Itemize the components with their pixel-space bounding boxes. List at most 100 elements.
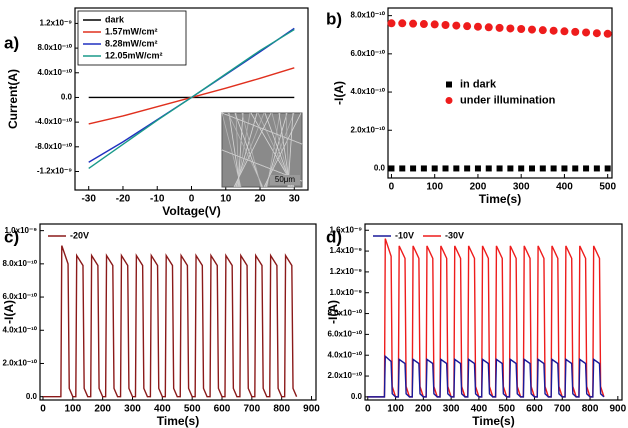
series-line — [367, 238, 605, 398]
legend-label: 1.57mW/cm² — [105, 26, 158, 36]
x-tick-label: 30 — [289, 194, 301, 205]
point — [517, 25, 526, 34]
x-tick-label: 400 — [556, 182, 573, 193]
y-tick-label: 1.4x10⁻⁹ — [330, 246, 363, 255]
y-tick-label: -4.0x10⁻¹⁰ — [35, 117, 73, 126]
point — [603, 29, 612, 38]
y-tick-label: 0.0 — [374, 164, 386, 173]
y-tick-label: 6.0x10⁻¹⁰ — [350, 49, 385, 58]
panel-label: d) — [326, 227, 342, 246]
point — [430, 20, 439, 29]
x-tick-label: 100 — [426, 182, 443, 193]
x-tick-label: 500 — [498, 404, 515, 415]
y-tick-label: 6.0x10⁻¹⁰ — [327, 329, 362, 338]
point — [572, 165, 579, 172]
x-tick-label: 700 — [244, 404, 261, 415]
point — [420, 165, 427, 172]
point — [604, 165, 611, 172]
y-tick-label: 4.0x10⁻¹⁰ — [2, 325, 37, 334]
point — [484, 23, 493, 32]
x-tick-label: 100 — [64, 404, 81, 415]
x-tick-label: 600 — [214, 404, 231, 415]
y-tick-label: 2.0x10⁻¹⁰ — [2, 359, 37, 368]
point — [560, 27, 569, 36]
y-axis-label: -I(A) — [332, 81, 346, 105]
y-tick-label: 1.2x10⁻⁹ — [40, 19, 73, 28]
x-tick-label: 200 — [94, 404, 111, 415]
y-axis-label: Current(A) — [6, 69, 20, 129]
x-axis-label: Time(s) — [472, 414, 514, 428]
x-axis-label: Time(s) — [479, 192, 521, 206]
legend-label: under illumination — [460, 94, 556, 106]
x-axis-label: Time(s) — [157, 414, 199, 428]
point — [506, 24, 515, 33]
point — [538, 26, 547, 35]
point — [529, 165, 535, 172]
x-tick-label: 500 — [184, 404, 201, 415]
inset-fiber — [233, 112, 272, 188]
legend-marker — [445, 97, 453, 104]
panel: 0.0 2.0x10⁻¹⁰ 4.0x10⁻¹⁰ 6.0x10⁻¹⁰ 8.0x10⁻¹⁰ 0… — [326, 7, 616, 206]
panel-label: c) — [4, 227, 19, 246]
y-tick-label: -8.0x10⁻¹⁰ — [35, 142, 73, 151]
x-tick-label: 200 — [415, 404, 432, 415]
point — [399, 165, 406, 172]
inset-fiber — [221, 112, 303, 145]
point — [582, 28, 591, 37]
panel: 0.0 2.0x10⁻¹⁰ 4.0x10⁻¹⁰ 6.0x10⁻¹⁰ 8.0x10⁻¹⁰ 1… — [326, 223, 627, 428]
y-tick-label: 0.0 — [61, 93, 73, 102]
inset-fiber — [287, 112, 294, 188]
point — [431, 165, 438, 172]
x-tick-label: 100 — [387, 404, 404, 415]
legend-marker — [446, 81, 452, 88]
x-tick-label: 900 — [609, 404, 626, 415]
x-tick-label: 600 — [526, 404, 543, 415]
y-tick-label: 8.0x10⁻¹⁰ — [37, 43, 72, 52]
plot-frame — [364, 223, 623, 401]
panel-label: b) — [326, 9, 342, 28]
x-tick-label: -10 — [150, 194, 165, 205]
y-tick-label: 0.0 — [351, 392, 363, 401]
legend-label: 8.28mW/cm² — [105, 38, 158, 48]
point — [496, 165, 503, 172]
series-line — [88, 28, 295, 169]
x-tick-label: 0 — [365, 404, 371, 415]
point — [452, 21, 461, 30]
point — [583, 165, 590, 172]
point — [528, 25, 536, 34]
y-tick-label: 2.0x10⁻¹⁰ — [350, 125, 385, 134]
inset-scale-label: 50μm — [275, 175, 296, 184]
inset-fiber — [263, 112, 302, 188]
x-tick-label: 10 — [220, 194, 232, 205]
point — [453, 165, 460, 172]
legend-label: -10V — [395, 230, 414, 240]
x-tick-label: 300 — [443, 404, 460, 415]
plot-frame — [39, 223, 317, 401]
point — [387, 19, 396, 28]
y-tick-label: 8.0x10⁻¹⁰ — [2, 259, 37, 268]
legend-label: dark — [105, 14, 125, 24]
x-tick-label: 500 — [599, 182, 616, 193]
y-tick-label: 8.0x10⁻¹⁰ — [327, 309, 362, 318]
y-axis-label: -I(A) — [326, 300, 340, 324]
x-tick-label: 700 — [554, 404, 571, 415]
panel: -1.2x10⁻⁹ -8.0x10⁻¹⁰ -4.0x10⁻¹⁰ 0.0 4.0x10⁻¹… — [4, 7, 309, 218]
x-tick-label: 300 — [124, 404, 141, 415]
x-tick-label: -20 — [116, 194, 131, 205]
y-tick-label: 4.0x10⁻¹⁰ — [327, 350, 362, 359]
series-line — [367, 354, 605, 398]
point — [592, 29, 601, 38]
point — [495, 23, 504, 32]
point — [409, 19, 418, 28]
plot-frame — [387, 7, 613, 179]
point — [474, 165, 481, 172]
inset-image: 50μm — [221, 112, 303, 188]
x-tick-label: 400 — [154, 404, 171, 415]
y-tick-label: 2.0x10⁻¹⁰ — [327, 371, 362, 380]
x-tick-label: 0 — [189, 194, 195, 205]
y-tick-label: 8.0x10⁻¹⁰ — [350, 11, 385, 20]
y-tick-label: 0.0 — [26, 392, 38, 401]
x-tick-label: 0 — [40, 404, 46, 415]
panel-label: a) — [4, 33, 19, 52]
point — [464, 165, 471, 172]
